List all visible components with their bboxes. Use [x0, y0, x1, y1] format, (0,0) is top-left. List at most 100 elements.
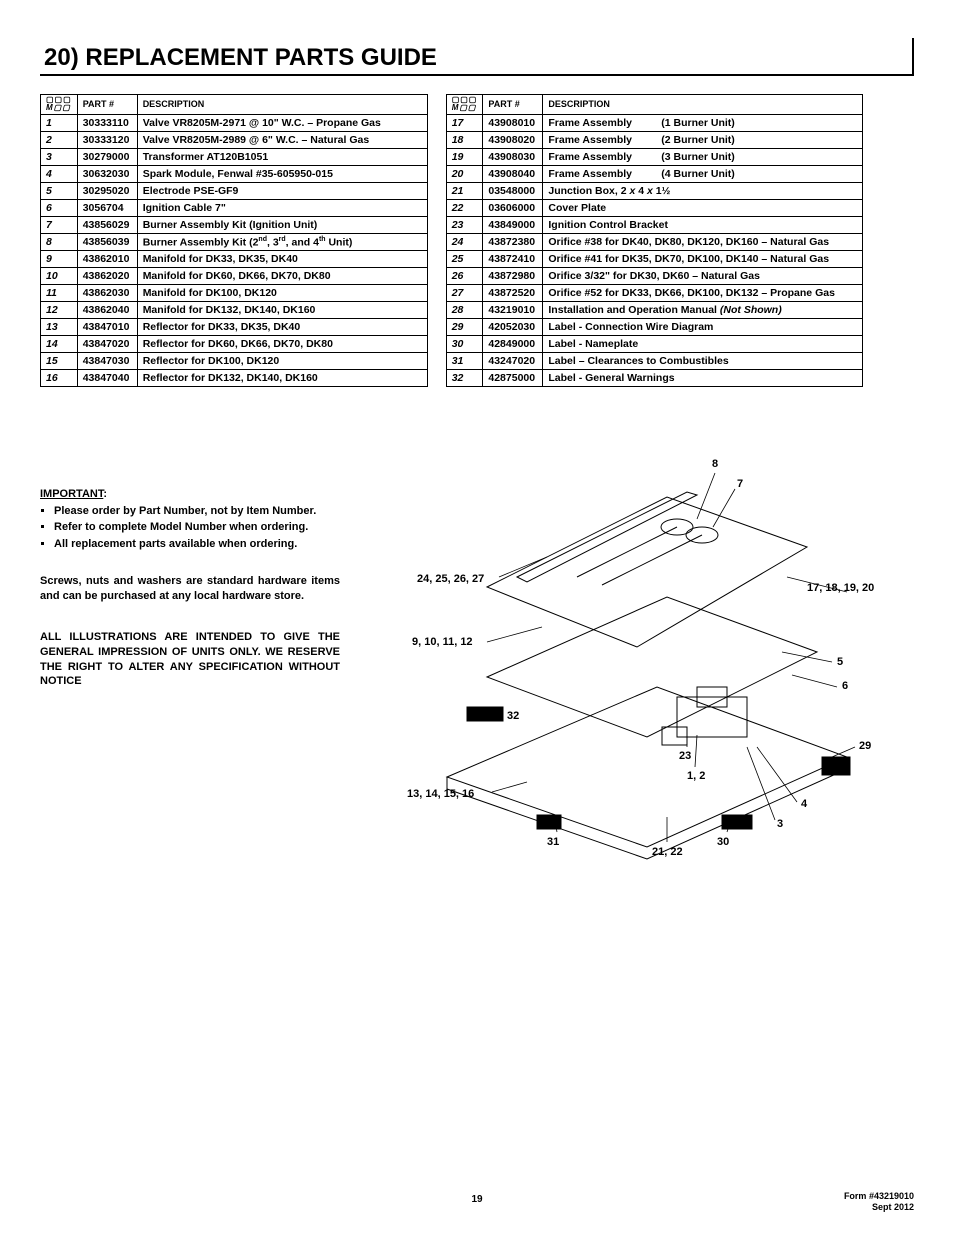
footer-form-info: Form #43219010 Sept 2012: [844, 1191, 914, 1213]
cell-item: 16: [41, 369, 78, 386]
th-desc: DESCRIPTION: [543, 95, 863, 115]
cell-part: 43856039: [77, 233, 137, 250]
callout-9: 9, 10, 11, 12: [412, 636, 473, 648]
table-row: 230333120Valve VR8205M-2989 @ 6" W.C. – …: [41, 131, 428, 148]
note-paragraph: Screws, nuts and washers are standard ha…: [40, 574, 340, 604]
callout-8: 8: [712, 458, 718, 470]
cell-desc: Orifice 3/32" for DK30, DK60 – Natural G…: [543, 267, 863, 284]
cell-desc: Ignition Cable 7": [137, 199, 427, 216]
cell-item: 25: [446, 250, 483, 267]
cell-item: 20: [446, 165, 483, 182]
cell-desc: Manifold for DK100, DK120: [137, 284, 427, 301]
cell-desc: Reflector for DK100, DK120: [137, 352, 427, 369]
cell-part: 43856029: [77, 216, 137, 233]
cell-part: 42875000: [483, 369, 543, 386]
callout-23: 23: [679, 750, 691, 762]
parts-table-left: ▢▢▢ M▢▢ PART # DESCRIPTION 130333110Valv…: [40, 94, 428, 387]
important-label: IMPORTANT: [40, 488, 103, 500]
cell-desc: Frame Assembly (4 Burner Unit): [543, 165, 863, 182]
table-row: 1143862030Manifold for DK100, DK120: [41, 284, 428, 301]
cell-item: 24: [446, 233, 483, 250]
cell-part: 43908040: [483, 165, 543, 182]
cell-item: 17: [446, 114, 483, 131]
callout-32: 32: [507, 710, 519, 722]
table-row: 2743872520Orifice #52 for DK33, DK66, DK…: [446, 284, 863, 301]
callout-4: 4: [801, 798, 808, 810]
cell-item: 26: [446, 267, 483, 284]
cell-desc: Orifice #38 for DK40, DK80, DK120, DK160…: [543, 233, 863, 250]
callout-30: 30: [717, 836, 729, 848]
cell-item: 30: [446, 335, 483, 352]
cell-item: 13: [41, 318, 78, 335]
table-row: 2103548000Junction Box, 2 x 4 x 1½: [446, 182, 863, 199]
cell-desc: Reflector for DK33, DK35, DK40: [137, 318, 427, 335]
table-row: 2443872380Orifice #38 for DK40, DK80, DK…: [446, 233, 863, 250]
table-row: 1643847040Reflector for DK132, DK140, DK…: [41, 369, 428, 386]
table-row: 2543872410Orifice #41 for DK35, DK70, DK…: [446, 250, 863, 267]
table-row: 63056704Ignition Cable 7": [41, 199, 428, 216]
cell-desc: Label - General Warnings: [543, 369, 863, 386]
parts-table-right: ▢▢▢ M▢▢ PART # DESCRIPTION 1743908010Fra…: [446, 94, 864, 387]
cell-desc: Manifold for DK132, DK140, DK160: [137, 301, 427, 318]
callout-29: 29: [859, 740, 871, 752]
cell-part: 30295020: [77, 182, 137, 199]
table-row: 1743908010Frame Assembly (1 Burner Unit): [446, 114, 863, 131]
th-item: ▢▢▢ M▢▢: [41, 95, 78, 115]
cell-part: 30632030: [77, 165, 137, 182]
cell-desc: Orifice #41 for DK35, DK70, DK100, DK140…: [543, 250, 863, 267]
table-row: 2942052030Label - Connection Wire Diagra…: [446, 318, 863, 335]
cell-item: 8: [41, 233, 78, 250]
table-row: 1243862040Manifold for DK132, DK140, DK1…: [41, 301, 428, 318]
cell-desc: Cover Plate: [543, 199, 863, 216]
callout-3: 3: [777, 818, 783, 830]
cell-part: 43862040: [77, 301, 137, 318]
cell-desc: Label - Nameplate: [543, 335, 863, 352]
table-row: 430632030Spark Module, Fenwal #35-605950…: [41, 165, 428, 182]
cell-desc: Electrode PSE-GF9: [137, 182, 427, 199]
section-heading: 20) REPLACEMENT PARTS GUIDE: [40, 40, 914, 76]
note-caps-paragraph: ALL ILLUSTRATIONS ARE INTENDED TO GIVE T…: [40, 630, 340, 689]
table-row: 1443847020Reflector for DK60, DK66, DK70…: [41, 335, 428, 352]
note-bullet: Refer to complete Model Number when orde…: [54, 520, 340, 535]
cell-item: 28: [446, 301, 483, 318]
table-row: 1343847010Reflector for DK33, DK35, DK40: [41, 318, 428, 335]
cell-part: 43908020: [483, 131, 543, 148]
cell-desc: Installation and Operation Manual (Not S…: [543, 301, 863, 318]
cell-item: 29: [446, 318, 483, 335]
cell-item: 32: [446, 369, 483, 386]
cell-desc: Burner Assembly Kit (2nd, 3rd, and 4th U…: [137, 233, 427, 250]
table-row: 130333110Valve VR8205M-2971 @ 10" W.C. –…: [41, 114, 428, 131]
table-row: 2203606000Cover Plate: [446, 199, 863, 216]
cell-item: 6: [41, 199, 78, 216]
callout-13: 13, 14, 15, 16: [407, 788, 474, 800]
cell-item: 5: [41, 182, 78, 199]
cell-part: 42849000: [483, 335, 543, 352]
cell-desc: Manifold for DK33, DK35, DK40: [137, 250, 427, 267]
callout-24: 24, 25, 26, 27: [417, 573, 484, 585]
cell-part: 43847030: [77, 352, 137, 369]
callout-17: 17, 18, 19, 20: [807, 582, 874, 594]
table-row: 743856029Burner Assembly Kit (Ignition U…: [41, 216, 428, 233]
table-row: 3242875000Label - General Warnings: [446, 369, 863, 386]
table-row: 843856039Burner Assembly Kit (2nd, 3rd, …: [41, 233, 428, 250]
cell-desc: Spark Module, Fenwal #35-605950-015: [137, 165, 427, 182]
cell-desc: Manifold for DK60, DK66, DK70, DK80: [137, 267, 427, 284]
cell-desc: Orifice #52 for DK33, DK66, DK100, DK132…: [543, 284, 863, 301]
cell-part: 3056704: [77, 199, 137, 216]
table-row: 2843219010Installation and Operation Man…: [446, 301, 863, 318]
table-row: 2643872980Orifice 3/32" for DK30, DK60 –…: [446, 267, 863, 284]
table-row: 3042849000Label - Nameplate: [446, 335, 863, 352]
cell-item: 10: [41, 267, 78, 284]
cell-part: 43847020: [77, 335, 137, 352]
cell-item: 23: [446, 216, 483, 233]
callout-1: 1, 2: [687, 770, 705, 782]
note-bullet: All replacement parts available when ord…: [54, 537, 340, 552]
page-number: 19: [0, 1194, 954, 1205]
cell-part: 43847010: [77, 318, 137, 335]
cell-desc: Burner Assembly Kit (Ignition Unit): [137, 216, 427, 233]
table-row: 943862010Manifold for DK33, DK35, DK40: [41, 250, 428, 267]
cell-part: 43862020: [77, 267, 137, 284]
cell-item: 21: [446, 182, 483, 199]
cell-desc: Reflector for DK60, DK66, DK70, DK80: [137, 335, 427, 352]
exploded-diagram: 8 7 24, 25, 26, 27 17, 18, 19, 20 9, 10,…: [360, 427, 914, 867]
